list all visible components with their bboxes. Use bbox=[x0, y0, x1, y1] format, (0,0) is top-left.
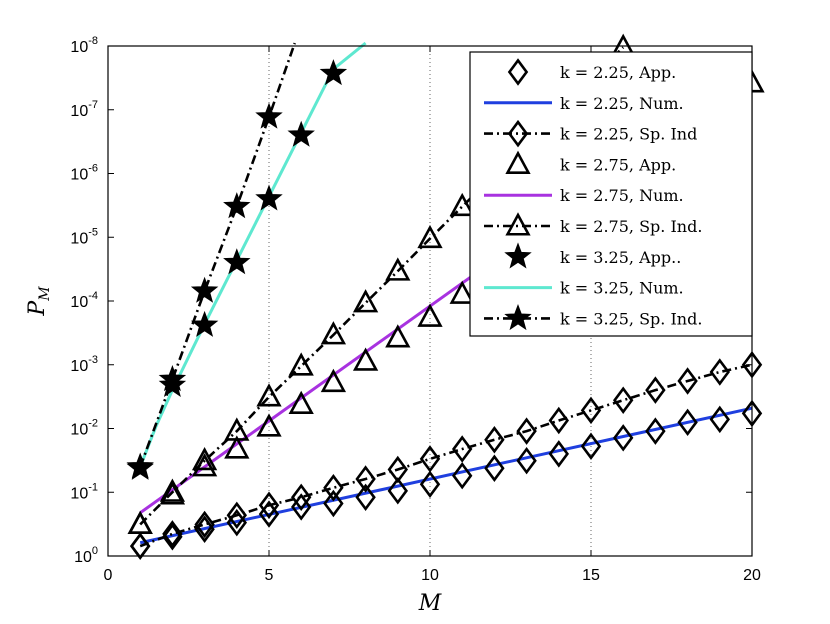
series-marker bbox=[677, 367, 698, 395]
series-marker bbox=[224, 435, 250, 459]
series-marker bbox=[256, 413, 282, 437]
series-marker bbox=[507, 58, 529, 86]
x-axis-title: M bbox=[418, 591, 442, 616]
series-marker bbox=[516, 446, 537, 475]
legend-label: k = 2.25, Sp. Ind bbox=[560, 125, 697, 144]
series-marker bbox=[417, 224, 443, 249]
series-marker bbox=[709, 358, 730, 386]
series-marker bbox=[449, 192, 475, 217]
series-marker bbox=[417, 303, 443, 327]
series-marker bbox=[255, 184, 283, 211]
series-marker bbox=[256, 383, 282, 407]
y-tick-label: 10-4 bbox=[70, 290, 98, 311]
y-tick-label: 10-1 bbox=[70, 481, 98, 502]
legend-label: k = 3.25, Sp. Ind. bbox=[560, 309, 702, 328]
legend-label: k = 3.25, App.. bbox=[560, 248, 681, 267]
y-axis-title: PM bbox=[25, 286, 53, 317]
series-marker bbox=[287, 120, 315, 147]
series-marker bbox=[319, 59, 348, 86]
x-tick-label: 0 bbox=[104, 567, 113, 584]
series-marker bbox=[130, 532, 151, 560]
series-marker bbox=[291, 483, 312, 512]
series-marker bbox=[385, 257, 411, 281]
series-marker bbox=[387, 477, 408, 505]
y-tick-label: 10-7 bbox=[70, 99, 98, 120]
series-marker bbox=[191, 453, 218, 477]
legend-label: k = 2.75, App. bbox=[560, 155, 676, 174]
series-marker bbox=[419, 445, 441, 473]
series-marker bbox=[190, 310, 219, 337]
legend-label: k = 2.25, Num. bbox=[560, 94, 684, 113]
series-marker bbox=[507, 119, 529, 148]
series-marker bbox=[387, 455, 408, 484]
series-marker bbox=[548, 406, 569, 435]
series-marker bbox=[355, 483, 376, 512]
series-marker bbox=[452, 435, 473, 463]
legend-label: k = 3.25, Num. bbox=[560, 279, 684, 298]
series-marker bbox=[158, 365, 187, 392]
x-tick-label: 5 bbox=[265, 567, 274, 584]
series-marker bbox=[355, 465, 376, 493]
y-tick-label: 10-5 bbox=[70, 226, 98, 247]
series-marker bbox=[580, 396, 602, 425]
series-marker bbox=[320, 368, 347, 393]
series-marker bbox=[516, 417, 537, 445]
series-marker bbox=[191, 446, 218, 471]
series-marker bbox=[505, 150, 531, 174]
x-tick-label: 15 bbox=[582, 567, 600, 584]
y-tick-label: 10-8 bbox=[70, 35, 98, 56]
legend-label: k = 2.75, Num. bbox=[560, 186, 684, 205]
series-marker bbox=[323, 489, 344, 518]
series-marker bbox=[190, 276, 219, 303]
legend: k = 2.25, App. k = 2.25, Num. k = 2.25, Sp… bbox=[469, 51, 753, 337]
series-marker bbox=[194, 510, 215, 539]
series-marker bbox=[452, 461, 473, 490]
x-tick-label: 10 bbox=[421, 567, 439, 584]
series-marker bbox=[223, 192, 251, 219]
series-marker bbox=[548, 440, 569, 468]
series-marker bbox=[613, 424, 634, 452]
series-marker bbox=[127, 510, 153, 535]
series-marker bbox=[645, 376, 666, 404]
series-marker bbox=[484, 425, 505, 454]
series-marker bbox=[162, 520, 183, 548]
series-line bbox=[139, 363, 753, 548]
series-marker bbox=[258, 491, 280, 519]
series-marker bbox=[677, 408, 698, 437]
y-tick-label: 10-3 bbox=[70, 354, 98, 375]
series-marker bbox=[385, 324, 411, 348]
series-marker bbox=[645, 417, 666, 445]
x-tick-label: 20 bbox=[743, 567, 761, 584]
series-marker bbox=[323, 474, 344, 502]
y-tick-label: 10-2 bbox=[70, 418, 98, 439]
series-marker bbox=[288, 390, 314, 415]
y-tick-label: 10-6 bbox=[70, 163, 98, 184]
series-marker bbox=[288, 352, 314, 376]
series-marker bbox=[126, 452, 154, 479]
series-marker bbox=[484, 454, 505, 482]
series-marker bbox=[352, 347, 379, 371]
series-marker bbox=[449, 280, 475, 304]
series-marker bbox=[352, 289, 379, 313]
series-marker bbox=[419, 470, 441, 499]
series-marker bbox=[224, 417, 250, 441]
series-marker bbox=[255, 102, 283, 129]
series-marker bbox=[194, 515, 215, 543]
series-marker bbox=[504, 303, 532, 331]
series-marker bbox=[613, 386, 634, 414]
y-tick-label: 100 bbox=[74, 545, 98, 566]
series-marker bbox=[226, 501, 247, 530]
series-marker bbox=[162, 523, 183, 551]
series-marker bbox=[580, 432, 602, 461]
legend-label: k = 2.75, Sp. Ind. bbox=[560, 217, 702, 236]
series-marker bbox=[159, 478, 186, 502]
series-marker bbox=[504, 242, 532, 269]
legend-label: k = 2.25, App. bbox=[560, 63, 676, 82]
series-marker bbox=[223, 248, 251, 275]
series-marker bbox=[709, 405, 730, 434]
axis-ticks: 0 5 10 15 20 100 10-1 10-2 10-3 10-4 10-5 10-6 10-7 1… bbox=[70, 35, 761, 584]
series-marker bbox=[320, 321, 347, 345]
series-marker bbox=[505, 212, 531, 236]
